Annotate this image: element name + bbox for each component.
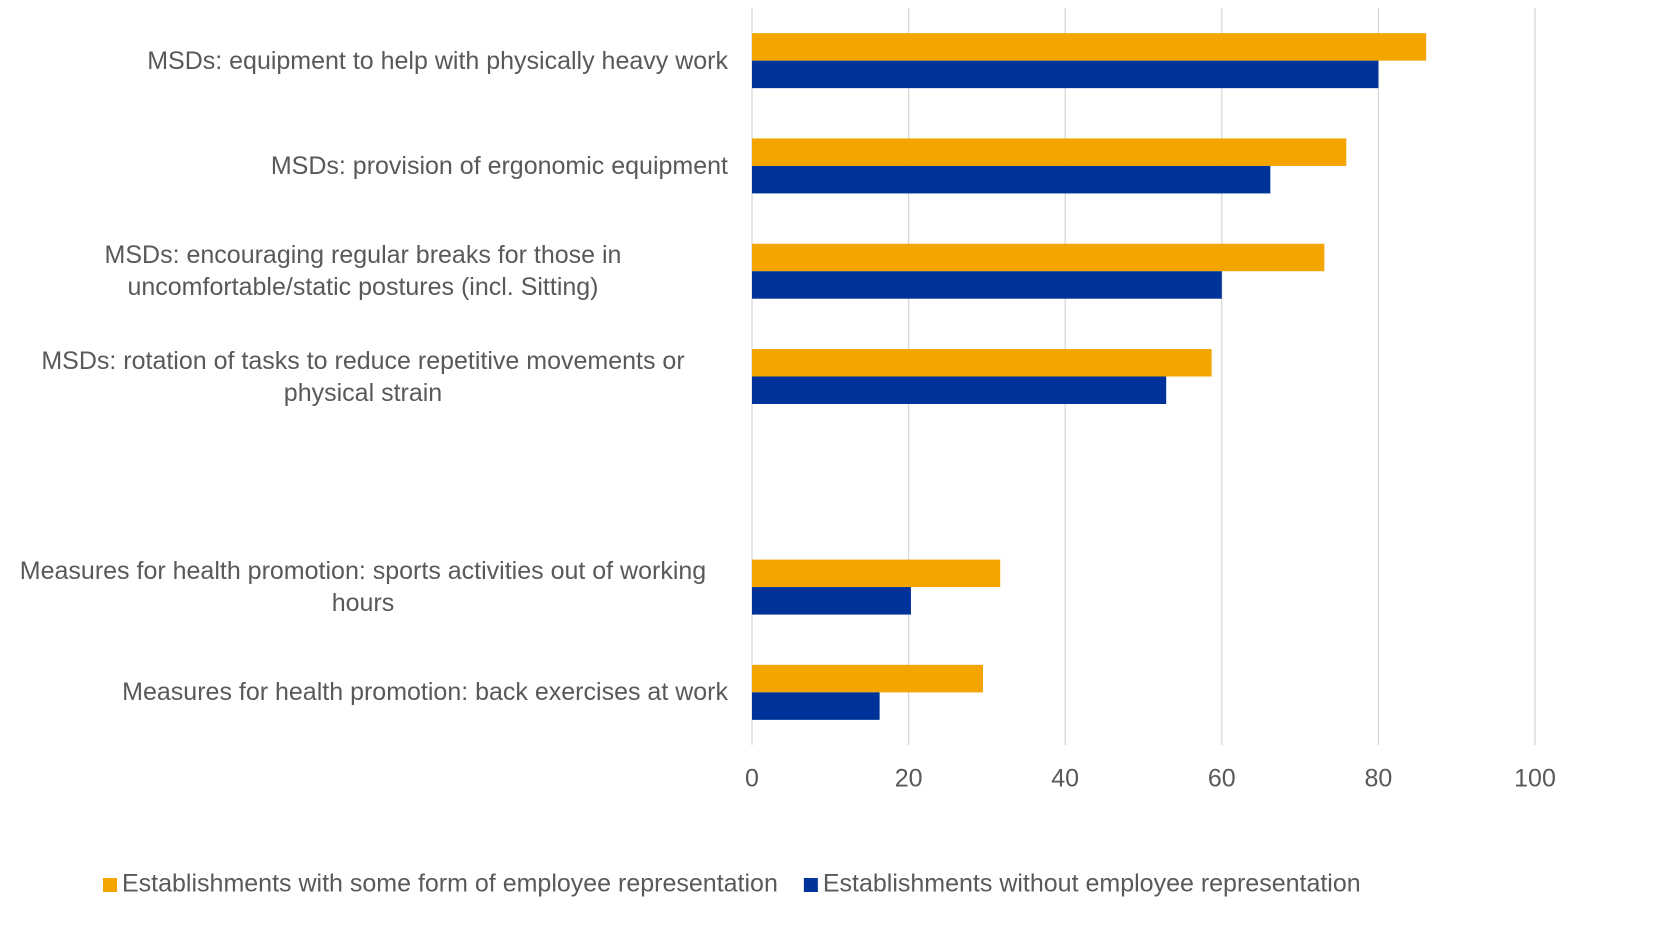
x-tick-label: 80 [1364, 765, 1392, 793]
bar [752, 559, 1001, 588]
bar [752, 664, 983, 693]
category-label: MSDs: provision of ergonomic equipment [0, 150, 728, 182]
category-text: MSDs: equipment to help with physically … [147, 46, 728, 75]
category-text: MSDs: rotation of tasks to reduce repeti… [41, 346, 685, 407]
bar [752, 376, 1167, 404]
bar [752, 243, 1325, 272]
x-tick-label: 20 [895, 765, 923, 793]
bar [752, 349, 1212, 377]
x-tick-label: 40 [1051, 765, 1079, 793]
bar [752, 138, 1347, 166]
bar [752, 587, 911, 615]
bar [752, 33, 1427, 61]
category-text: Measures for health promotion: back exer… [122, 678, 728, 707]
category-label: Measures for health promotion: sports ac… [0, 555, 728, 619]
bar [752, 165, 1271, 194]
legend-swatch [803, 878, 818, 892]
bar [752, 271, 1222, 299]
x-tick-label: 100 [1514, 765, 1556, 793]
bar [752, 692, 880, 720]
legend-label: Establishments with some form of employe… [122, 870, 778, 898]
category-text: Measures for health promotion: sports ac… [19, 557, 707, 618]
category-label: MSDs: encouraging regular breaks for tho… [0, 239, 728, 303]
x-tick-label: 60 [1208, 765, 1236, 793]
legend-label: Establishments without employee represen… [823, 870, 1361, 898]
x-tick-label: 0 [745, 765, 759, 793]
category-label: MSDs: equipment to help with physically … [0, 45, 728, 77]
category-label: Measures for health promotion: back exer… [0, 676, 728, 708]
legend-swatch [103, 878, 117, 892]
bar [752, 60, 1379, 89]
category-text: MSDs: provision of ergonomic equipment [270, 151, 728, 180]
category-text: MSDs: encouraging regular breaks for tho… [104, 241, 622, 302]
category-label: MSDs: rotation of tasks to reduce repeti… [0, 345, 728, 409]
